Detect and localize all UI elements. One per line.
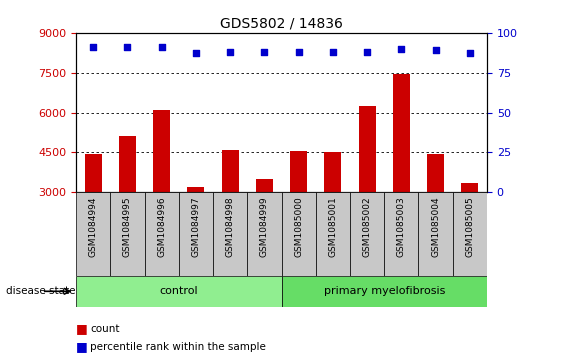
- Text: GSM1085004: GSM1085004: [431, 197, 440, 257]
- Bar: [290, 151, 307, 192]
- Point: [431, 47, 440, 53]
- Bar: [359, 106, 376, 192]
- Bar: [110, 192, 145, 276]
- Text: GSM1085001: GSM1085001: [328, 197, 337, 257]
- Point: [294, 49, 303, 55]
- Bar: [76, 192, 110, 276]
- Bar: [453, 192, 487, 276]
- Bar: [222, 150, 239, 192]
- Text: control: control: [159, 286, 198, 296]
- Bar: [256, 179, 273, 192]
- Bar: [247, 192, 282, 276]
- Text: GSM1085002: GSM1085002: [363, 197, 372, 257]
- Text: GSM1084998: GSM1084998: [226, 197, 235, 257]
- Text: GSM1084997: GSM1084997: [191, 197, 200, 257]
- Point: [397, 46, 406, 52]
- Bar: [119, 136, 136, 192]
- Title: GDS5802 / 14836: GDS5802 / 14836: [220, 16, 343, 30]
- Point: [363, 49, 372, 55]
- Bar: [282, 276, 487, 307]
- Point: [123, 44, 132, 50]
- Text: ■: ■: [76, 322, 88, 335]
- Bar: [84, 154, 102, 192]
- Bar: [213, 192, 247, 276]
- Bar: [282, 192, 316, 276]
- Text: GSM1085003: GSM1085003: [397, 197, 406, 257]
- Text: primary myelofibrosis: primary myelofibrosis: [324, 286, 445, 296]
- Text: GSM1084999: GSM1084999: [260, 197, 269, 257]
- Text: GSM1085000: GSM1085000: [294, 197, 303, 257]
- Bar: [316, 192, 350, 276]
- Text: count: count: [90, 323, 119, 334]
- Point: [260, 49, 269, 55]
- Bar: [350, 192, 384, 276]
- Point: [328, 49, 337, 55]
- Text: percentile rank within the sample: percentile rank within the sample: [90, 342, 266, 352]
- Bar: [418, 192, 453, 276]
- Point: [88, 44, 97, 50]
- Bar: [153, 110, 170, 192]
- Bar: [461, 183, 479, 192]
- Bar: [187, 187, 204, 192]
- Text: GSM1084995: GSM1084995: [123, 197, 132, 257]
- Text: GSM1084996: GSM1084996: [157, 197, 166, 257]
- Point: [191, 50, 200, 56]
- Bar: [427, 154, 444, 192]
- Point: [466, 50, 475, 56]
- Point: [157, 44, 166, 50]
- Text: disease state: disease state: [6, 286, 75, 296]
- Point: [226, 49, 235, 55]
- Text: GSM1085005: GSM1085005: [466, 197, 475, 257]
- Bar: [385, 192, 418, 276]
- Bar: [179, 192, 213, 276]
- Bar: [145, 192, 179, 276]
- Text: GSM1084994: GSM1084994: [88, 197, 97, 257]
- Bar: [76, 276, 282, 307]
- Bar: [324, 152, 341, 192]
- Bar: [393, 74, 410, 192]
- Text: ■: ■: [76, 340, 88, 353]
